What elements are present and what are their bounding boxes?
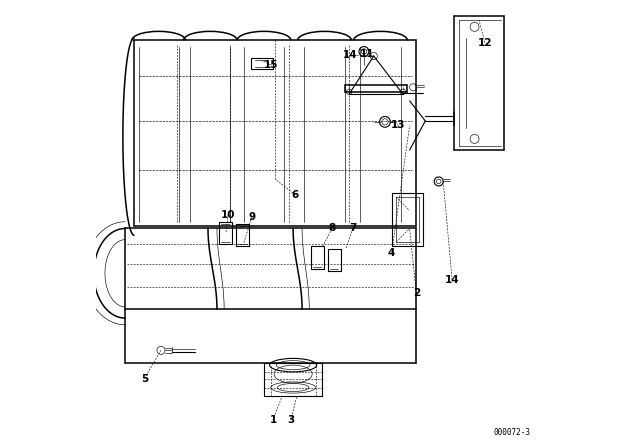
Text: 15: 15 (264, 60, 278, 70)
Text: 9: 9 (248, 212, 255, 222)
Text: 1: 1 (269, 415, 276, 425)
Text: 13: 13 (391, 121, 406, 130)
Text: 3: 3 (287, 415, 294, 425)
Text: 5: 5 (141, 374, 148, 383)
Text: 2: 2 (413, 289, 420, 298)
Text: 11: 11 (360, 49, 374, 59)
Text: 14: 14 (343, 50, 358, 60)
Text: 6: 6 (292, 190, 299, 200)
Text: 7: 7 (349, 224, 356, 233)
Text: 4: 4 (388, 248, 396, 258)
Text: 14: 14 (445, 275, 460, 285)
Text: 8: 8 (328, 224, 336, 233)
Text: 10: 10 (221, 210, 236, 220)
Text: 000072-3: 000072-3 (493, 428, 531, 437)
Text: 12: 12 (477, 38, 492, 47)
